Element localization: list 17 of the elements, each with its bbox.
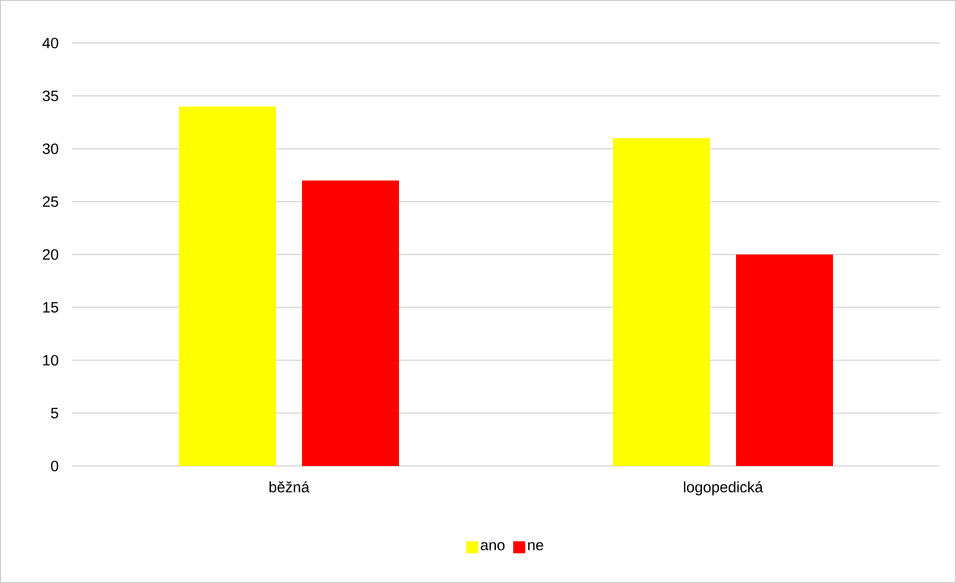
- y-tick-label: 5: [51, 408, 58, 418]
- y-tick-label: 25: [42, 196, 58, 207]
- y-tick-label: 30: [42, 143, 58, 154]
- bar: [302, 180, 400, 466]
- bar: [613, 138, 710, 466]
- x-tick-label: logopedická: [684, 481, 764, 496]
- x-tick-label: běžná: [270, 481, 310, 492]
- bar: [179, 106, 276, 466]
- y-tick-label: 10: [43, 354, 58, 366]
- y-tick-label: 0: [51, 460, 58, 472]
- legend-label: ne: [528, 542, 544, 550]
- legend-label: ano: [480, 542, 505, 550]
- y-tick-label: 40: [42, 38, 58, 48]
- y-tick-label: 20: [42, 249, 58, 260]
- y-tick-label: 15: [43, 302, 58, 313]
- bar: [736, 254, 834, 466]
- y-tick-label: 35: [42, 90, 58, 102]
